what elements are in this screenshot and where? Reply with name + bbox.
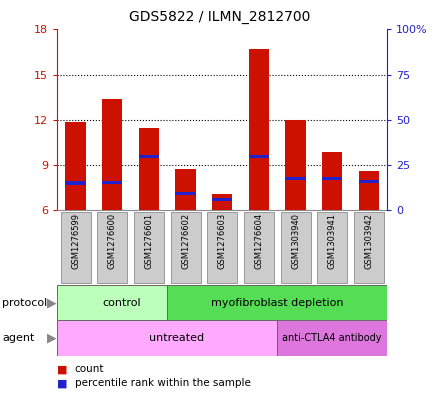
Text: count: count bbox=[75, 364, 104, 375]
Bar bbox=[66, 122, 86, 210]
Text: GSM1276604: GSM1276604 bbox=[254, 213, 264, 269]
FancyBboxPatch shape bbox=[97, 212, 127, 283]
FancyBboxPatch shape bbox=[167, 285, 387, 320]
Text: ▶: ▶ bbox=[47, 331, 57, 345]
Bar bbox=[286, 177, 306, 180]
Bar bbox=[322, 151, 342, 210]
FancyBboxPatch shape bbox=[207, 212, 237, 283]
FancyBboxPatch shape bbox=[277, 320, 387, 356]
Bar bbox=[176, 169, 196, 210]
Text: percentile rank within the sample: percentile rank within the sample bbox=[75, 378, 251, 388]
Bar bbox=[212, 198, 232, 201]
Bar bbox=[176, 192, 196, 195]
Bar bbox=[66, 182, 86, 185]
Text: GSM1303941: GSM1303941 bbox=[328, 213, 337, 269]
FancyBboxPatch shape bbox=[57, 320, 277, 356]
Bar bbox=[249, 49, 269, 210]
FancyBboxPatch shape bbox=[317, 212, 347, 283]
Text: agent: agent bbox=[2, 333, 35, 343]
Text: ▶: ▶ bbox=[47, 296, 57, 309]
Bar bbox=[359, 180, 379, 183]
FancyBboxPatch shape bbox=[354, 212, 384, 283]
Bar bbox=[139, 128, 159, 210]
Bar bbox=[102, 181, 122, 184]
FancyBboxPatch shape bbox=[281, 212, 311, 283]
Text: GSM1276602: GSM1276602 bbox=[181, 213, 190, 269]
Bar bbox=[359, 171, 379, 210]
Bar bbox=[212, 195, 232, 210]
FancyBboxPatch shape bbox=[57, 285, 167, 320]
FancyBboxPatch shape bbox=[61, 212, 91, 283]
Text: myofibroblast depletion: myofibroblast depletion bbox=[211, 298, 344, 308]
Bar bbox=[322, 177, 342, 180]
FancyBboxPatch shape bbox=[244, 212, 274, 283]
Text: untreated: untreated bbox=[149, 333, 204, 343]
Text: control: control bbox=[102, 298, 141, 308]
Text: ■: ■ bbox=[57, 378, 68, 388]
Text: GSM1276600: GSM1276600 bbox=[108, 213, 117, 269]
Text: ■: ■ bbox=[57, 364, 68, 375]
Text: anti-CTLA4 antibody: anti-CTLA4 antibody bbox=[282, 333, 382, 343]
Bar bbox=[249, 155, 269, 158]
Bar bbox=[102, 99, 122, 210]
Text: GSM1303942: GSM1303942 bbox=[364, 213, 374, 269]
Text: GSM1276601: GSM1276601 bbox=[144, 213, 154, 269]
Text: GSM1303940: GSM1303940 bbox=[291, 213, 300, 269]
Text: protocol: protocol bbox=[2, 298, 48, 308]
FancyBboxPatch shape bbox=[170, 212, 201, 283]
Text: GSM1276603: GSM1276603 bbox=[218, 213, 227, 270]
FancyBboxPatch shape bbox=[134, 212, 164, 283]
Text: GDS5822 / ILMN_2812700: GDS5822 / ILMN_2812700 bbox=[129, 10, 311, 24]
Text: GSM1276599: GSM1276599 bbox=[71, 213, 80, 269]
Bar bbox=[286, 120, 306, 210]
Bar bbox=[139, 155, 159, 158]
